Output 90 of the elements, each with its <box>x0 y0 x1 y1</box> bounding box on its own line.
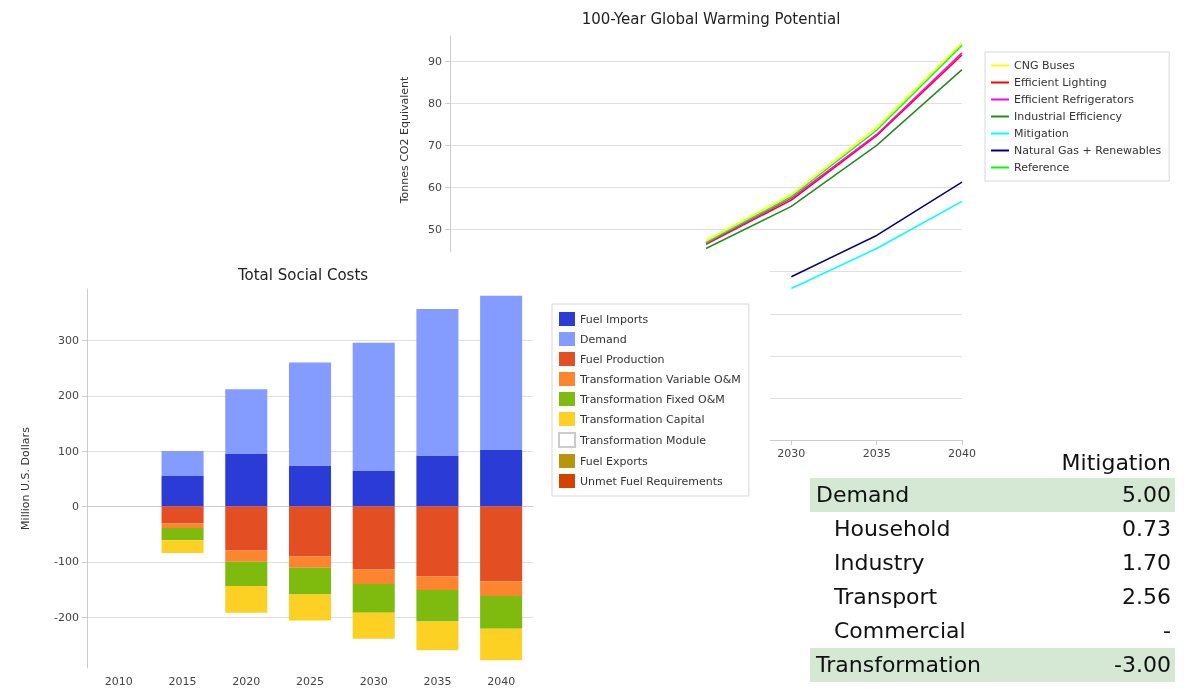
bar <box>416 308 459 456</box>
bar <box>225 561 268 587</box>
bar <box>352 583 395 613</box>
y-tick-label: -200 <box>54 610 79 624</box>
category-label: Commercial <box>834 617 966 645</box>
bar <box>288 594 332 621</box>
y-tick-label: -100 <box>54 555 79 569</box>
x-tick-label: 2030 <box>359 675 388 688</box>
y-tick-label: 0 <box>72 499 79 513</box>
bar <box>288 556 332 568</box>
bar <box>161 528 204 541</box>
category-label: Industry <box>834 549 925 577</box>
legend-label: CNG Buses <box>1014 59 1075 72</box>
chart-title: 100-Year Global Warming Potential <box>581 9 841 28</box>
legend-label: Transformation Fixed O&M <box>579 392 725 406</box>
legend-label: Unmet Fuel Requirements <box>580 474 724 488</box>
y-tick-label: 60 <box>428 181 442 194</box>
bar <box>352 506 395 570</box>
y-tick-label: 200 <box>58 389 79 403</box>
y-tick-label: 80 <box>428 96 442 110</box>
bar <box>161 451 204 477</box>
bar <box>225 453 268 507</box>
legend-label: Natural Gas + Renewables <box>1014 144 1162 157</box>
bar <box>480 295 523 451</box>
x-tick-label: 2030 <box>777 447 806 460</box>
text: 2.56 <box>1122 584 1171 609</box>
bar <box>352 569 395 584</box>
text: - <box>1163 618 1171 643</box>
text: Mitigation <box>1061 448 1171 478</box>
bar <box>352 342 395 471</box>
bar <box>480 506 523 582</box>
legend-label: Transformation Capital <box>579 412 705 426</box>
bar <box>288 506 332 557</box>
x-tick-label: 2040 <box>948 447 976 460</box>
bar <box>288 465 332 507</box>
chart-title: Total Social Costs <box>236 265 369 284</box>
bar <box>288 362 332 466</box>
text: 5.00 <box>1122 482 1171 507</box>
x-tick-label: 2035 <box>862 447 891 460</box>
bar <box>416 576 459 590</box>
text: 0.73 <box>1122 516 1171 541</box>
bar <box>225 506 268 551</box>
x-tick-label: 2015 <box>168 675 197 688</box>
legend-label: Efficient Lighting <box>1014 76 1107 89</box>
legend-label: Fuel Exports <box>580 454 649 468</box>
bar <box>161 476 204 507</box>
y-tick-label: 90 <box>428 54 442 68</box>
x-tick-label: 2025 <box>296 675 324 688</box>
x-tick-label: 2020 <box>232 675 261 688</box>
bar <box>416 621 459 651</box>
legend-label: Fuel Imports <box>580 312 649 326</box>
legend-label: Efficient Refrigerators <box>1014 93 1135 106</box>
category-label: Household <box>834 515 951 543</box>
bar <box>480 628 523 661</box>
category-label: Demand <box>816 481 910 509</box>
text: -3.00 <box>1114 652 1171 677</box>
y-tick-label: 50 <box>428 223 442 237</box>
x-tick-label: 2010 <box>104 675 133 688</box>
bar <box>225 389 268 454</box>
bar <box>480 581 523 597</box>
bar <box>352 612 395 639</box>
legend-label: Transformation Variable O&M <box>579 372 741 386</box>
bar <box>480 450 523 507</box>
legend-label: Transformation Module <box>579 433 707 447</box>
category-label: Transport <box>834 583 938 611</box>
bar <box>161 523 204 529</box>
bar <box>225 550 268 562</box>
bar <box>161 540 204 553</box>
x-tick-label: 2035 <box>423 675 452 688</box>
legend-label: Mitigation <box>1014 127 1069 140</box>
y-axis-title: Million U.S. Dollars <box>19 426 32 530</box>
bar <box>225 586 268 613</box>
bar <box>416 506 459 577</box>
category-label: Transformation <box>816 651 982 679</box>
legend-label: Fuel Production <box>580 352 665 366</box>
text: 1.70 <box>1122 550 1171 575</box>
y-tick-label: 300 <box>58 333 79 347</box>
legend-label: Demand <box>580 332 627 346</box>
y-axis-title: Tonnes CO2 Equivalent <box>397 75 411 205</box>
legend-label: Industrial Efficiency <box>1014 110 1123 123</box>
bar <box>161 506 204 524</box>
bar <box>480 596 523 629</box>
bar <box>416 455 459 507</box>
bar <box>352 470 395 507</box>
y-tick-label: 70 <box>428 138 442 152</box>
x-tick-label: 2040 <box>487 675 516 688</box>
legend-label: Reference <box>1014 161 1070 174</box>
y-tick-label: 100 <box>58 444 79 458</box>
bar <box>288 567 332 595</box>
bar <box>416 589 459 622</box>
